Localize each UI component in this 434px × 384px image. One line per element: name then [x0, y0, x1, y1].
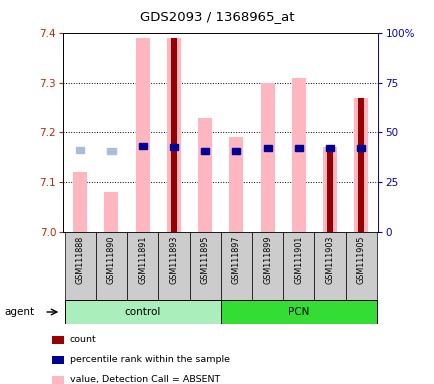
FancyBboxPatch shape [65, 300, 220, 324]
Bar [73, 172, 87, 232]
Bar [291, 78, 305, 232]
Bar [95, 232, 127, 300]
Text: value, Detection Call = ABSENT: value, Detection Call = ABSENT [69, 375, 219, 384]
Text: percentile rank within the sample: percentile rank within the sample [69, 355, 229, 364]
Bar [76, 147, 84, 154]
Bar [260, 83, 274, 232]
Bar [353, 98, 368, 232]
Text: GSM111888: GSM111888 [76, 236, 85, 284]
Bar [127, 232, 158, 300]
Bar [325, 146, 333, 151]
Text: GSM111901: GSM111901 [294, 236, 302, 284]
Bar [294, 145, 302, 151]
Bar [220, 232, 251, 300]
Text: GSM111905: GSM111905 [356, 236, 365, 284]
Bar [107, 149, 115, 154]
Text: GSM111893: GSM111893 [169, 236, 178, 284]
Bar [263, 145, 271, 151]
Text: GSM111890: GSM111890 [107, 236, 116, 284]
Bar [294, 145, 302, 151]
Text: GDS2093 / 1368965_at: GDS2093 / 1368965_at [140, 10, 294, 23]
Bar [283, 232, 314, 300]
Bar [229, 137, 243, 232]
Bar [189, 232, 220, 300]
Text: GSM111899: GSM111899 [263, 236, 272, 284]
Bar [345, 232, 376, 300]
Bar [326, 147, 332, 232]
Bar [158, 232, 189, 300]
Bar [356, 146, 365, 151]
Text: count: count [69, 335, 96, 344]
Bar [197, 118, 212, 232]
Bar [322, 147, 336, 232]
Text: GSM111895: GSM111895 [200, 236, 209, 284]
Bar [167, 38, 181, 232]
FancyBboxPatch shape [220, 300, 376, 324]
Bar [251, 232, 283, 300]
Bar [232, 149, 240, 154]
Bar [201, 148, 209, 154]
Bar [314, 232, 345, 300]
Text: PCN: PCN [287, 307, 309, 317]
Bar [104, 192, 118, 232]
Bar [232, 148, 240, 154]
Bar [138, 144, 146, 149]
Bar [171, 38, 176, 232]
Text: GSM111903: GSM111903 [325, 236, 334, 284]
Text: agent: agent [4, 307, 34, 317]
Text: GSM111897: GSM111897 [231, 236, 240, 284]
Bar [135, 38, 149, 232]
Bar [201, 149, 209, 154]
Bar [358, 98, 363, 232]
Text: control: control [124, 307, 161, 317]
Text: GSM111891: GSM111891 [138, 236, 147, 284]
Bar [169, 144, 178, 151]
Bar [65, 232, 95, 300]
